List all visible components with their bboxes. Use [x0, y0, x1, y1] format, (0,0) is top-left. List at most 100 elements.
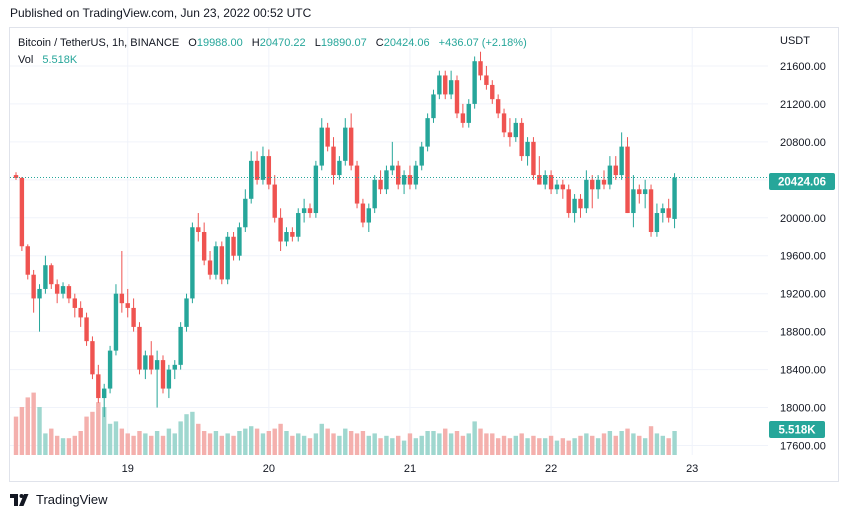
candle-body — [584, 179, 589, 209]
volume-bar — [601, 433, 607, 455]
candle — [619, 132, 624, 180]
candlestick-chart[interactable]: 21600.0021200.0020800.0020400.0020000.00… — [0, 0, 851, 486]
candle — [37, 284, 42, 332]
volume-bar — [49, 428, 54, 455]
volume-bar — [290, 435, 295, 455]
volume-bar — [348, 431, 354, 455]
candle-body — [519, 122, 524, 157]
volume-bar — [119, 428, 125, 455]
candle-body — [642, 189, 648, 195]
volume-bar — [537, 438, 542, 455]
volume-bar — [43, 433, 48, 455]
candle-body — [648, 189, 654, 233]
candle-body — [460, 113, 466, 123]
candle — [96, 364, 101, 403]
volume-bar — [31, 392, 36, 455]
volume-bar — [413, 438, 419, 455]
candle — [49, 263, 54, 289]
candle-body — [419, 146, 424, 166]
legend-symbol: Bitcoin / TetherUS, 1h, BINANCE — [18, 37, 179, 49]
candle — [84, 312, 89, 346]
candle-body — [413, 165, 419, 185]
candle — [501, 108, 507, 138]
candle — [343, 118, 348, 166]
candle-body — [425, 118, 430, 147]
candle — [102, 383, 107, 418]
volume-bar — [396, 435, 401, 455]
volume-bar — [113, 421, 119, 455]
volume-bar — [54, 435, 60, 455]
candle-body — [290, 232, 295, 237]
x-tick-label: 19 — [122, 463, 134, 475]
volume-bar — [513, 435, 518, 455]
candle-body — [472, 61, 477, 104]
volume-bars — [13, 392, 677, 455]
volume-bar — [337, 435, 342, 455]
candle-body — [448, 80, 454, 95]
volume-bar — [554, 440, 560, 455]
legend-o-label: O — [188, 37, 197, 49]
candle — [484, 65, 489, 90]
candle-body — [31, 274, 36, 299]
volume-bar — [60, 438, 66, 455]
candle-body — [172, 364, 177, 370]
legend-c-label: C — [376, 37, 384, 49]
candle — [60, 282, 66, 299]
volume-bar — [548, 435, 554, 455]
candle-body — [360, 203, 366, 223]
candle-body — [119, 293, 125, 304]
candle — [190, 222, 195, 304]
legend-c-value: 20424.06 — [384, 37, 430, 49]
candle — [31, 269, 36, 313]
candle-body — [566, 189, 571, 214]
candle-body — [243, 198, 248, 228]
published-caption: Published on TradingView.com, Jun 23, 20… — [10, 6, 312, 20]
volume-bar — [319, 423, 324, 455]
candle — [78, 301, 83, 327]
candle-body — [595, 179, 601, 190]
candle — [131, 298, 136, 332]
candle-body — [337, 160, 342, 176]
volume-bar — [519, 433, 524, 455]
time-axis: 19 20 21 22 23 — [122, 463, 699, 475]
legend-vol-value: 5.518K — [42, 54, 78, 66]
candle-body — [607, 165, 613, 185]
candle-body — [213, 246, 219, 275]
brand-name: TradingView — [36, 492, 108, 507]
last-price-label: 20424.06 — [778, 177, 826, 189]
candle — [254, 151, 260, 185]
volume-bar — [172, 433, 177, 455]
volume-bar — [407, 433, 413, 455]
y-tick-label: 20000.00 — [780, 213, 826, 225]
candle — [590, 175, 595, 209]
volume-bar — [660, 435, 665, 455]
volume-bar — [625, 428, 630, 455]
tradingview-logo[interactable]: TradingView — [10, 492, 108, 507]
legend-h-label: H — [252, 37, 260, 49]
candle-body — [354, 165, 360, 204]
candle — [348, 113, 354, 171]
volume-bar — [572, 438, 577, 455]
volume-bar — [607, 431, 613, 455]
volume-bar — [384, 435, 389, 455]
volume-bar — [672, 431, 677, 455]
candle — [384, 165, 389, 195]
volume-bar — [237, 431, 242, 455]
candle — [672, 173, 677, 229]
candle — [266, 149, 272, 190]
volume-bar — [196, 423, 201, 455]
candle — [360, 198, 366, 228]
candle-body — [131, 307, 136, 327]
candle-body — [107, 350, 113, 389]
volume-bar — [378, 438, 383, 455]
candle-body — [90, 341, 95, 375]
candle-body — [319, 127, 324, 166]
volume-bar — [566, 440, 571, 455]
candle-body — [96, 374, 101, 399]
y-tick-label: 20800.00 — [780, 137, 826, 149]
volume-bar — [366, 435, 371, 455]
candle-body — [513, 122, 518, 138]
volume-bar — [25, 397, 30, 455]
volume-bar — [631, 433, 636, 455]
candle — [642, 179, 648, 209]
